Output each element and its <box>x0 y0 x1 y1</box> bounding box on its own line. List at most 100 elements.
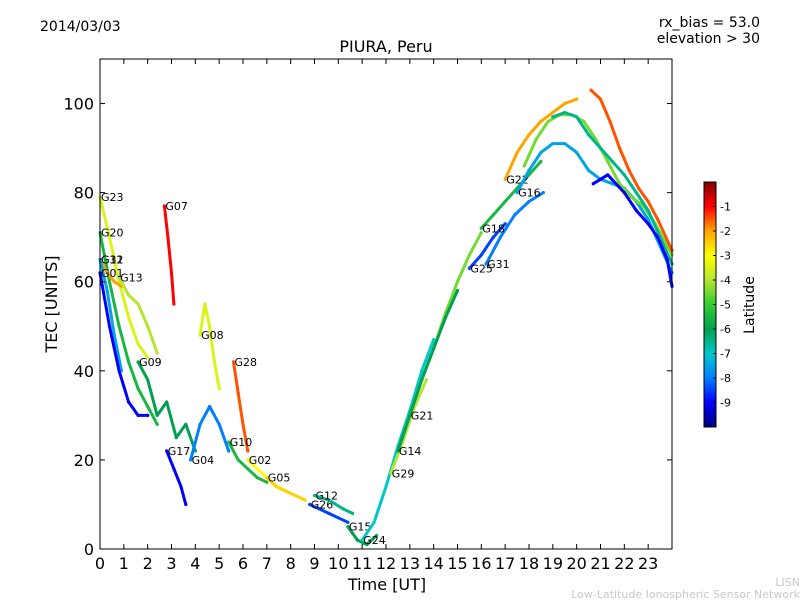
colorbar: -1 -2 -3 -4 -5 -6 -7 -8 -9 <box>703 181 731 428</box>
colorbar-label: Latitude <box>742 276 758 334</box>
x-tick-label: 12 <box>376 554 396 573</box>
series-line <box>165 449 188 506</box>
series-G07: G07 <box>162 200 188 306</box>
data-point <box>587 168 591 172</box>
data-point <box>420 369 424 373</box>
data-point <box>303 498 307 502</box>
x-tick-label: 3 <box>166 554 176 573</box>
data-point <box>117 275 121 279</box>
series-label: G18 <box>482 222 505 235</box>
data-point <box>541 191 545 195</box>
data-point <box>136 387 140 391</box>
data-point <box>618 146 622 150</box>
data-point <box>424 378 429 382</box>
colorbar-tick-label: -3 <box>720 250 731 263</box>
data-point <box>646 208 650 213</box>
data-point <box>665 257 669 262</box>
data-point <box>646 222 650 226</box>
series-G29: G29 <box>389 378 429 480</box>
data-point <box>246 458 250 462</box>
series-label: G15 <box>349 521 372 534</box>
series-label: G16 <box>518 187 541 200</box>
x-tick-label: 14 <box>423 554 443 573</box>
data-point <box>598 177 603 181</box>
series-label: G24 <box>363 534 386 547</box>
series-label: G04 <box>192 454 215 467</box>
data-point <box>155 413 159 417</box>
x-tick-label: 17 <box>495 554 515 573</box>
rx-bias-label: rx_bias = 53.0 <box>659 15 760 31</box>
data-point <box>479 253 483 257</box>
data-point <box>389 471 393 475</box>
series-G28: G28 <box>231 356 257 453</box>
data-point <box>587 133 591 137</box>
data-point <box>575 150 579 155</box>
data-point <box>408 413 412 417</box>
y-tick-label: 80 <box>74 184 94 203</box>
data-point <box>155 351 159 355</box>
data-point <box>341 507 345 511</box>
data-point <box>112 333 116 337</box>
x-tick-label: 6 <box>238 554 248 573</box>
data-point <box>551 110 555 115</box>
series-label: G02 <box>249 454 272 467</box>
colorbar-tick-label: -2 <box>720 225 731 238</box>
data-point <box>146 404 150 409</box>
x-tick-label: 16 <box>471 554 491 573</box>
series-G14: G14 <box>396 289 460 458</box>
data-point <box>365 542 369 547</box>
data-point <box>107 235 112 239</box>
data-point <box>146 378 150 382</box>
series-line <box>467 222 507 270</box>
series-trace-27 <box>522 113 674 257</box>
data-point <box>539 150 543 155</box>
series-label: G05 <box>268 472 291 485</box>
data-point <box>327 498 331 502</box>
chart-title: PIURA, Peru <box>339 37 432 56</box>
data-point <box>146 324 150 328</box>
data-point <box>284 489 288 493</box>
x-tick-label: 22 <box>614 554 634 573</box>
data-point <box>212 360 216 364</box>
series-label: G20 <box>101 227 124 240</box>
series-line <box>98 271 150 417</box>
data-point <box>637 186 641 190</box>
series-label: G11 <box>101 254 124 267</box>
x-tick-label: 1 <box>119 554 129 573</box>
series-label: G21 <box>411 409 434 422</box>
data-point <box>484 262 488 266</box>
data-point <box>246 449 250 453</box>
data-point <box>136 302 140 306</box>
data-point <box>563 142 567 146</box>
x-tick-label: 10 <box>328 554 348 573</box>
data-point <box>231 360 236 364</box>
data-point <box>606 173 610 177</box>
series-G09: G09 <box>136 356 197 453</box>
data-point <box>184 422 188 426</box>
data-point <box>327 511 331 515</box>
series-line <box>360 338 436 542</box>
series-line <box>98 258 123 288</box>
data-point <box>503 177 507 181</box>
x-axis-label: Time [UT] <box>347 575 426 594</box>
data-point <box>627 168 631 172</box>
data-point <box>591 182 595 186</box>
data-point <box>374 534 379 538</box>
data-point <box>317 507 321 511</box>
x-tick-label: 23 <box>638 554 658 573</box>
data-point <box>582 119 586 123</box>
data-point <box>515 150 519 155</box>
series-G10: G10 <box>227 436 269 484</box>
series-line <box>232 360 250 453</box>
x-tick-label: 7 <box>262 554 272 573</box>
elevation-label: elevation > 30 <box>657 31 760 47</box>
data-point <box>491 213 495 217</box>
series-line <box>98 258 123 373</box>
data-point <box>575 115 579 119</box>
x-tick-label: 11 <box>352 554 372 573</box>
x-tick-label: 2 <box>143 554 153 573</box>
y-tick-label: 20 <box>74 451 94 470</box>
data-point <box>598 97 603 101</box>
x-tick-label: 0 <box>95 554 105 573</box>
